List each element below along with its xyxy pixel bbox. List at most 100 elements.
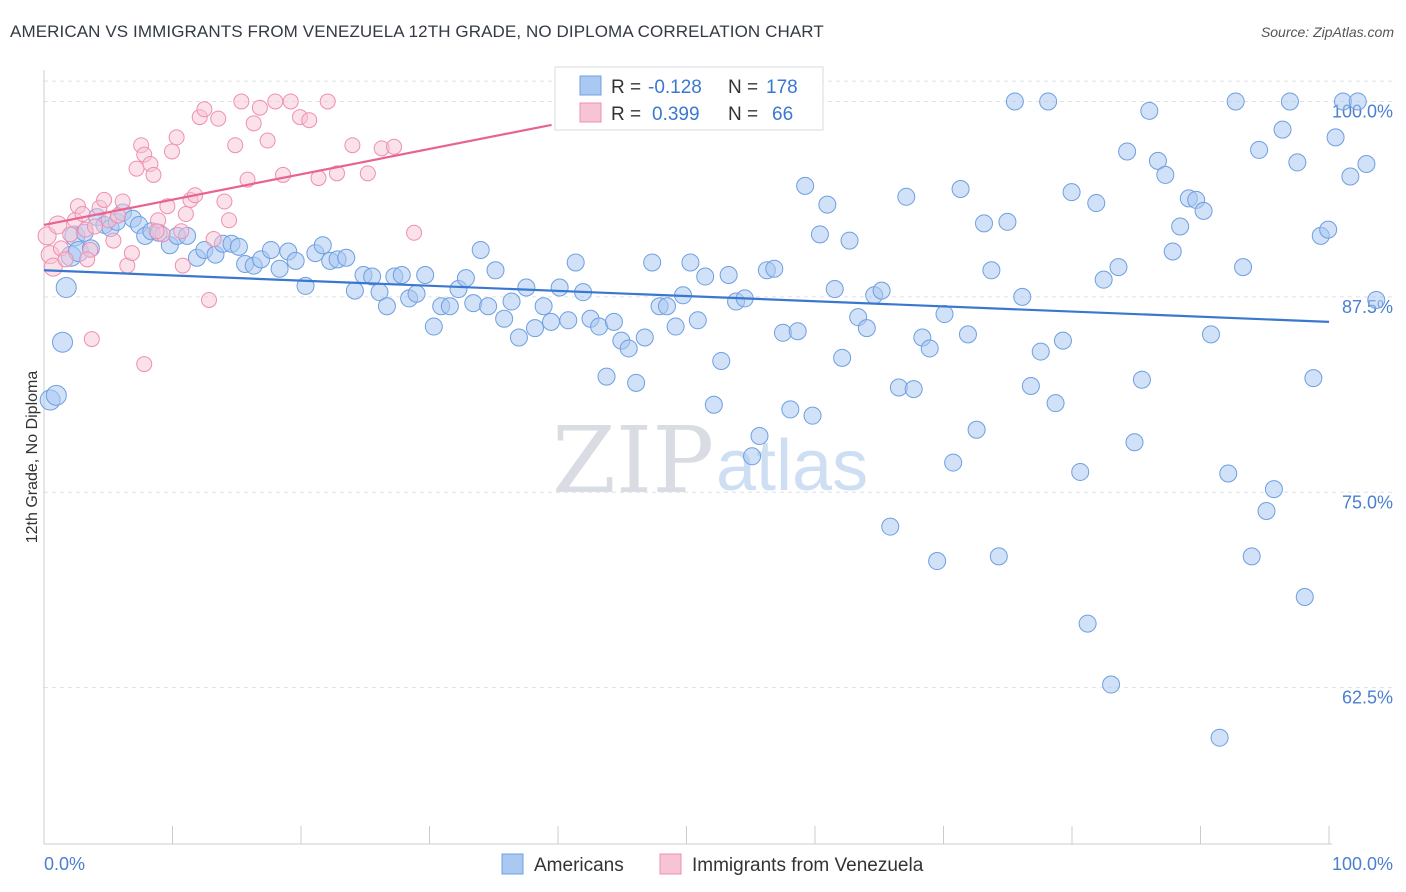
americans-point bbox=[1250, 140, 1269, 159]
americans-point bbox=[542, 312, 561, 331]
venezuela-point bbox=[227, 137, 244, 154]
americans-point bbox=[904, 380, 923, 399]
americans-point bbox=[1304, 369, 1323, 388]
americans-points bbox=[39, 92, 1386, 747]
venezuela-point bbox=[233, 93, 250, 110]
venezuela-point bbox=[282, 93, 299, 110]
venezuela-point bbox=[267, 93, 284, 110]
venezuela-point bbox=[96, 191, 113, 208]
americans-point bbox=[1348, 92, 1367, 111]
americans-point bbox=[897, 187, 916, 206]
americans-point bbox=[1125, 433, 1144, 452]
venezuela-point bbox=[406, 224, 423, 241]
americans-point bbox=[743, 447, 762, 466]
legend-americans-swatch[interactable] bbox=[501, 853, 524, 875]
stats-box: R = -0.128 N = 178 R = 0.399 N = 66 bbox=[554, 66, 824, 131]
legend-venezuela-swatch[interactable] bbox=[659, 853, 682, 875]
americans-point bbox=[967, 420, 986, 439]
americans-point bbox=[810, 225, 829, 244]
americans-point bbox=[604, 312, 623, 331]
americans-point bbox=[1242, 547, 1261, 566]
americans-point bbox=[1257, 502, 1276, 521]
americans-point bbox=[1280, 92, 1299, 111]
americans-point bbox=[781, 400, 800, 419]
y-tick-label: 75.0% bbox=[1342, 492, 1393, 512]
americans-point bbox=[872, 281, 891, 300]
americans-point bbox=[1357, 154, 1376, 173]
americans-point bbox=[550, 278, 569, 297]
americans-point bbox=[495, 309, 514, 328]
venezuela-point bbox=[301, 112, 318, 129]
chart-title: AMERICAN VS IMMIGRANTS FROM VENEZUELA 12… bbox=[10, 22, 824, 41]
americans-point bbox=[712, 351, 731, 370]
americans-point bbox=[1087, 194, 1106, 213]
americans-point bbox=[935, 305, 954, 324]
americans-point bbox=[1319, 220, 1338, 239]
watermark-atlas: atlas bbox=[716, 426, 868, 506]
venezuela-point bbox=[168, 129, 185, 146]
americans-point bbox=[825, 280, 844, 299]
americans-point bbox=[416, 265, 435, 284]
americans-point bbox=[1194, 201, 1213, 220]
americans-point bbox=[1005, 92, 1024, 111]
venezuela-point bbox=[328, 165, 345, 182]
americans-point bbox=[345, 281, 364, 300]
americans-point bbox=[681, 253, 700, 272]
americans-point bbox=[1039, 92, 1058, 111]
americans-point bbox=[566, 253, 585, 272]
americans-point bbox=[392, 265, 411, 284]
americans-point bbox=[920, 339, 939, 358]
americans-point bbox=[502, 292, 521, 311]
y-tick-labels: 100.0%87.5%75.0%62.5% bbox=[1332, 101, 1393, 707]
source-label: Source: ZipAtlas.com bbox=[1260, 24, 1394, 40]
americans-point bbox=[261, 240, 280, 259]
americans-point bbox=[1031, 342, 1050, 361]
venezuela-point bbox=[83, 331, 100, 348]
venezuela-point bbox=[221, 212, 238, 229]
americans-point bbox=[833, 348, 852, 367]
axes bbox=[43, 70, 1332, 845]
venezuela-point bbox=[386, 138, 403, 155]
americans-point bbox=[975, 214, 994, 233]
americans-point bbox=[1226, 92, 1245, 111]
stats-venezuela-r-label: R = bbox=[611, 104, 641, 125]
americans-point bbox=[1264, 480, 1283, 499]
americans-point bbox=[337, 248, 356, 267]
venezuela-point bbox=[123, 245, 140, 262]
americans-point bbox=[534, 297, 553, 316]
americans-point bbox=[750, 426, 769, 445]
venezuela-point bbox=[114, 193, 131, 210]
legend-americans-label[interactable]: Americans bbox=[534, 855, 624, 876]
americans-point bbox=[1140, 101, 1159, 120]
americans-point bbox=[52, 331, 74, 353]
americans-point bbox=[719, 265, 738, 284]
americans-point bbox=[857, 319, 876, 338]
legend-venezuela-label[interactable]: Immigrants from Venezuela bbox=[692, 855, 924, 876]
venezuela-point bbox=[205, 231, 222, 248]
americans-point bbox=[788, 322, 807, 341]
americans-point bbox=[313, 236, 332, 255]
stats-americans-r-value: -0.128 bbox=[648, 77, 702, 98]
americans-point bbox=[704, 395, 723, 414]
venezuela-point bbox=[174, 257, 191, 274]
x-tick-label-min: 0.0% bbox=[44, 854, 85, 874]
venezuela-point bbox=[145, 166, 162, 183]
americans-point bbox=[796, 176, 815, 195]
americans-point bbox=[1367, 290, 1386, 309]
venezuela-point bbox=[210, 110, 227, 127]
americans-point bbox=[1201, 325, 1220, 344]
americans-point bbox=[229, 237, 248, 256]
venezuela-points bbox=[37, 93, 423, 373]
venezuela-point bbox=[128, 160, 145, 177]
americans-point bbox=[55, 276, 77, 298]
watermark-zip: ZIP bbox=[552, 407, 714, 514]
americans-point bbox=[1163, 242, 1182, 261]
americans-point bbox=[1013, 287, 1032, 306]
americans-point bbox=[696, 267, 715, 286]
legend: Americans Immigrants from Venezuela bbox=[501, 853, 924, 876]
americans-point bbox=[1341, 167, 1360, 186]
americans-point bbox=[1062, 183, 1081, 202]
americans-point bbox=[407, 284, 426, 303]
trend-lines bbox=[43, 123, 1330, 323]
venezuela-point bbox=[275, 166, 292, 183]
